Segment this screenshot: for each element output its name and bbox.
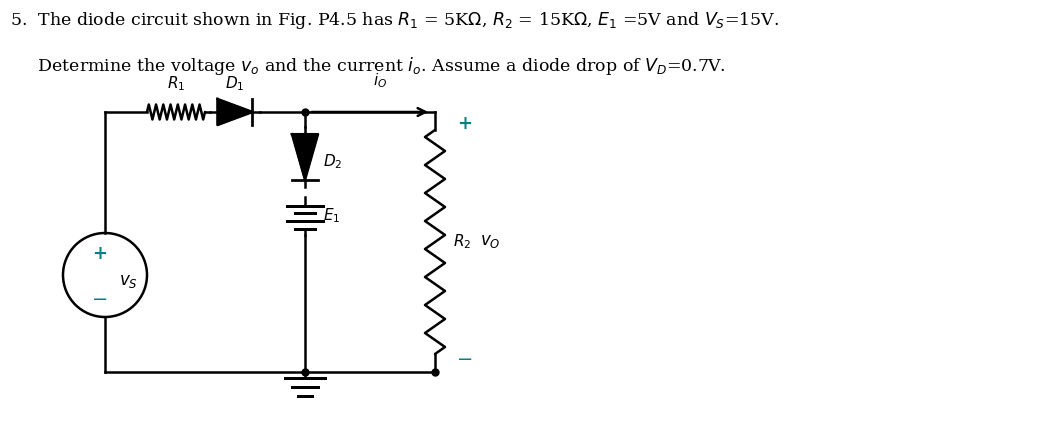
Text: $v_S$: $v_S$ (119, 273, 138, 290)
Text: +: + (92, 245, 108, 263)
Text: $D_2$: $D_2$ (323, 152, 343, 171)
Text: −: − (457, 351, 474, 369)
Text: $v_O$: $v_O$ (480, 233, 501, 251)
Text: $i_O$: $i_O$ (373, 71, 387, 90)
Text: +: + (458, 115, 473, 133)
Text: $D_1$: $D_1$ (225, 74, 245, 93)
Text: $E_1$: $E_1$ (323, 207, 341, 225)
Text: 5.  The diode circuit shown in Fig. P4.5 has $R_1$ = 5K$\Omega$, $R_2$ = 15K$\Om: 5. The diode circuit shown in Fig. P4.5 … (10, 10, 780, 31)
Polygon shape (292, 134, 318, 180)
Text: −: − (92, 291, 108, 309)
Text: $R_1$: $R_1$ (167, 74, 185, 93)
Polygon shape (218, 99, 253, 125)
Text: Determine the voltage $v_o$ and the current $i_o$. Assume a diode drop of $V_D$=: Determine the voltage $v_o$ and the curr… (10, 55, 725, 77)
Text: $R_2$: $R_2$ (453, 232, 472, 251)
